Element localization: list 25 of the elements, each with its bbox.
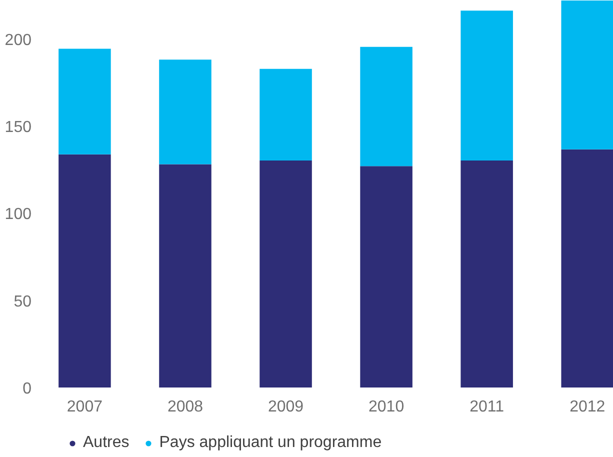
y-tick-label: 200 <box>4 32 32 49</box>
bar <box>460 10 513 161</box>
bar <box>260 160 312 388</box>
y-tick-label: 100 <box>4 206 32 224</box>
y-tick-label: 50 <box>14 293 32 310</box>
x-tick-label: 2010 <box>368 398 404 416</box>
bar <box>159 60 212 164</box>
x-tick-label: 2007 <box>66 398 103 416</box>
bar <box>58 154 111 388</box>
y-tick-label: 150 <box>4 119 32 136</box>
x-tick-label: 2008 <box>167 398 204 416</box>
y-tick-label: 0 <box>22 380 32 398</box>
bar <box>360 46 412 166</box>
legend-label: Pays appliquant un programme <box>159 434 382 452</box>
bar <box>360 166 412 388</box>
x-tick-label: 2011 <box>470 398 504 416</box>
bar <box>58 48 111 154</box>
bar <box>561 0 613 150</box>
x-tick-label: 2009 <box>268 398 304 416</box>
bar <box>159 164 212 388</box>
x-tick-label: 2012 <box>570 398 606 416</box>
bar <box>260 68 312 161</box>
bar <box>561 149 613 388</box>
bar <box>460 160 513 388</box>
legend-label: Autres <box>83 434 130 452</box>
